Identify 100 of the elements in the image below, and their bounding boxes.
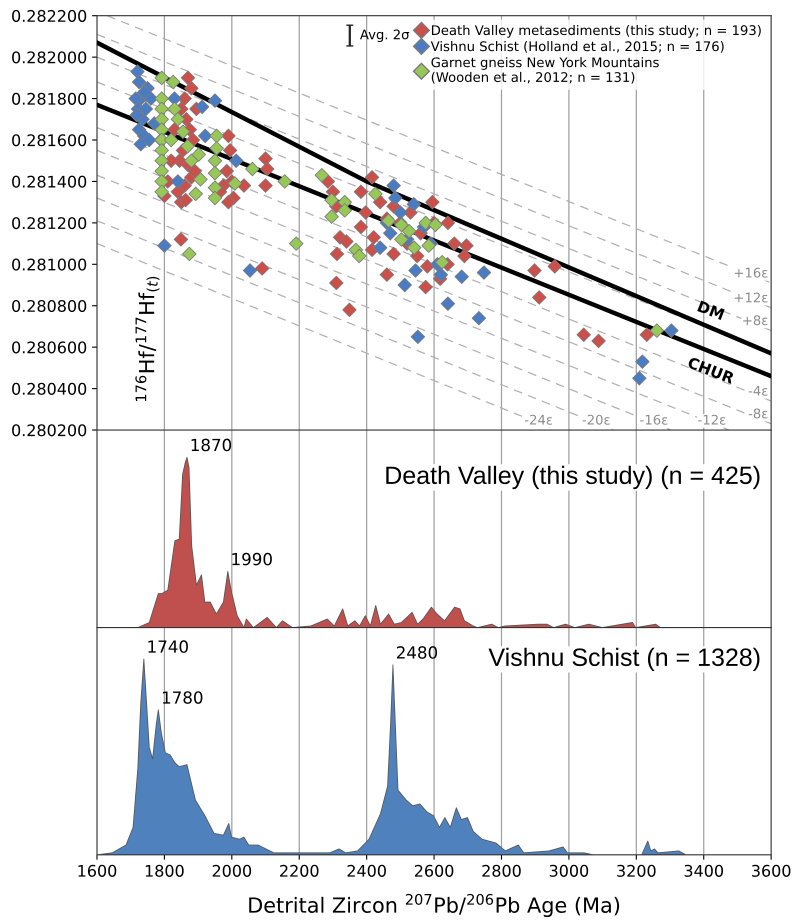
point — [242, 263, 258, 278]
point — [166, 74, 180, 90]
x-tick-label: 3400 — [684, 864, 723, 877]
point — [410, 330, 426, 344]
point — [194, 100, 210, 114]
point — [130, 64, 145, 79]
point — [198, 128, 212, 144]
y-tick-label: 0.282200 — [12, 10, 86, 22]
point — [164, 132, 178, 148]
point — [128, 91, 143, 106]
point — [208, 93, 222, 108]
point — [154, 164, 169, 178]
x-tick-label: 1600 — [78, 864, 116, 877]
point — [136, 85, 152, 100]
annotation: 1990 — [232, 552, 272, 566]
point — [398, 278, 412, 292]
point — [632, 371, 647, 386]
point — [406, 240, 422, 255]
annotation: 1870 — [192, 438, 232, 452]
y-tick-label: 0.280800 — [12, 300, 86, 312]
point — [142, 132, 156, 148]
point — [182, 246, 197, 262]
point — [138, 102, 154, 116]
point — [635, 354, 650, 369]
point — [288, 236, 304, 251]
point — [476, 265, 492, 280]
point — [324, 192, 339, 208]
x-tick-label: 3000 — [550, 864, 588, 877]
x-tick-label: 2800 — [482, 864, 521, 877]
y-tick-label: 0.280400 — [12, 382, 86, 395]
point — [402, 224, 416, 238]
x-tick-label: 3600 — [752, 864, 790, 877]
series-label: -20ε — [582, 414, 610, 425]
point — [170, 174, 186, 189]
point — [472, 310, 486, 326]
point — [132, 74, 146, 90]
point — [130, 108, 144, 122]
x-tick-label: 2400 — [348, 864, 386, 877]
series-label: +16ε — [734, 268, 768, 278]
point — [188, 186, 203, 202]
annotation: 1740 — [148, 640, 188, 653]
point — [278, 174, 292, 189]
point — [209, 141, 224, 156]
y-tick-label: 0.281400 — [12, 176, 86, 188]
point — [184, 153, 199, 168]
y-tick-label: 0.281800 — [12, 92, 86, 105]
point — [208, 190, 222, 206]
series-label: -4ε — [748, 386, 768, 396]
legend-label: Garnet gneiss New York Mountains (Wooden et al., 2012; n = 131) — [431, 57, 659, 84]
y-tick-label: 0.281200 — [12, 217, 86, 230]
point — [209, 128, 224, 144]
point — [434, 255, 450, 270]
x-tick-label: 2200 — [280, 864, 318, 877]
annotation: 2480 — [396, 646, 438, 659]
series-label: -24ε — [524, 414, 552, 425]
point — [154, 70, 169, 86]
point — [664, 323, 679, 338]
point — [208, 180, 222, 195]
y-tick-label: 0.280200 — [12, 424, 86, 436]
point — [440, 296, 456, 311]
point — [338, 203, 352, 218]
legend-label: Death Valley metasediments (this study; n = 193) — [432, 24, 761, 38]
point — [154, 91, 169, 106]
annotation: Avg. 2σ — [360, 29, 410, 42]
point — [245, 162, 260, 176]
point — [180, 138, 195, 154]
y-tick-label: 0.281000 — [12, 258, 86, 271]
point — [388, 190, 403, 206]
x-tick-label: 2600 — [414, 864, 454, 877]
series-label: -8ε — [748, 408, 768, 418]
chart-title: Death Valley (this study) (n = 425) — [386, 466, 760, 490]
annotation: 1780 — [162, 691, 202, 704]
point — [193, 172, 208, 187]
point — [434, 267, 448, 282]
point — [176, 124, 190, 139]
x-axis-title: Detrital Zircon $^{207}$Pb/$^{206}$Pb Age (Ma) — [249, 894, 620, 917]
point — [314, 168, 330, 182]
point — [208, 153, 222, 168]
legend-label: Vishnu Schist (Holland et al., 2015; n = 176) — [430, 41, 724, 53]
point — [192, 147, 206, 162]
y-tick-label: 0.282000 — [12, 51, 86, 64]
point — [394, 232, 409, 247]
series-label: -12ε — [698, 414, 726, 425]
point — [368, 186, 383, 202]
point — [393, 205, 408, 220]
point — [154, 122, 169, 137]
point — [154, 184, 169, 200]
point — [372, 240, 388, 255]
x-tick-label: 2000 — [212, 864, 252, 877]
point — [406, 197, 422, 212]
point — [650, 323, 664, 338]
y-tick-label: 0.281600 — [12, 134, 86, 146]
series-label: -16ε — [640, 414, 668, 425]
point — [352, 248, 366, 264]
chart-title: Vishnu Schist (n = 1328) — [488, 648, 760, 672]
point — [386, 178, 401, 193]
y-tick-label: 0.280600 — [12, 341, 86, 354]
point — [208, 166, 222, 180]
point — [157, 238, 172, 253]
text: DM — [697, 300, 725, 320]
